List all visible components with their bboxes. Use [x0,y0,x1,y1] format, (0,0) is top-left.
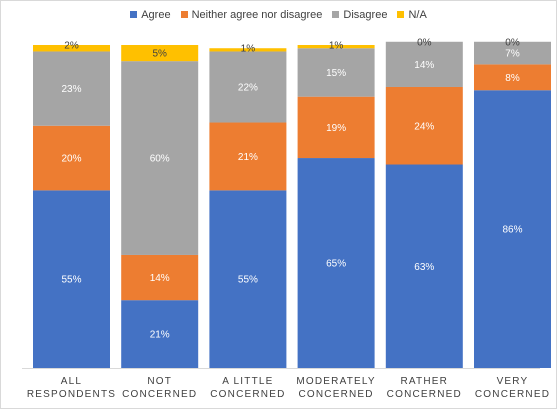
category-label: CONCERNED [210,389,285,400]
legend-label: Agree [141,9,171,21]
category-label: CONCERNED [475,389,550,400]
data-label: 7% [505,49,520,60]
data-label: 55% [61,275,81,286]
data-label: 2% [64,41,79,52]
bar-segment [209,48,287,52]
bar-segment [297,158,375,368]
bar-segment [209,51,287,123]
bar-segment [209,190,287,368]
data-label: 1% [329,41,344,52]
legend-item-1: Neither agree nor disagree [180,9,323,21]
bar-segment [297,45,375,49]
legend-label: N/A [408,9,427,21]
data-label: 21% [238,152,258,163]
bar-segment [385,164,463,368]
legend-swatch [397,11,405,18]
data-label: 86% [502,225,522,236]
data-label: 21% [150,330,170,341]
bar-segment [297,48,375,97]
data-label: 14% [414,60,434,71]
chart-legend: Agree Neither agree nor disagree Disagree N… [0,9,557,21]
data-label: 65% [326,259,346,270]
bar-segment [121,45,199,62]
data-label: 23% [61,84,81,95]
bar-segment [33,45,110,52]
bar-segment [297,96,375,159]
legend-swatch [332,11,340,18]
category-label: MODERATELY [296,376,375,387]
bar-segment [33,190,110,368]
bar-segment [385,86,463,165]
bar-segment [121,61,199,255]
category-label: ALL [61,376,82,387]
bar-segment [474,64,551,91]
category-label: VERY [497,376,529,387]
data-label: 14% [150,273,170,284]
bar-segment [474,41,551,65]
legend-swatch [130,11,138,18]
bar-segment [474,90,551,368]
data-label: 19% [326,123,346,134]
category-label: CONCERNED [298,389,373,400]
category-label: A LITTLE [222,376,273,387]
category-label: CONCERNED [122,389,197,400]
data-label: 63% [414,262,434,273]
data-label: 0% [417,37,432,48]
data-label: 22% [238,82,258,93]
data-label: 60% [150,154,170,165]
data-label: 15% [326,68,346,79]
category-label: RATHER [401,376,449,387]
data-label: 24% [414,121,434,132]
data-label: 0% [505,37,520,48]
bar-segment [33,51,110,126]
bar-segment [121,254,199,301]
data-label: 8% [505,73,520,84]
category-label: CONCERNED [387,389,462,400]
data-label: 1% [241,44,256,55]
legend-swatch [180,11,188,18]
category-label: RESPONDENTS [27,389,116,400]
data-label: 55% [238,275,258,286]
data-label: 20% [61,154,81,165]
legend-label: Disagree [343,9,388,21]
legend-item-3: N/A [397,9,427,21]
bar-segment [385,41,463,87]
legend-item-0: Agree [130,9,171,21]
bar-segment [209,122,287,191]
legend-label: Neither agree nor disagree [191,9,323,21]
bar-segment [121,300,199,368]
bar-segment [33,125,110,191]
legend-item-2: Disagree [332,9,387,21]
category-label: NOT [147,376,172,387]
data-label: 5% [152,49,167,60]
